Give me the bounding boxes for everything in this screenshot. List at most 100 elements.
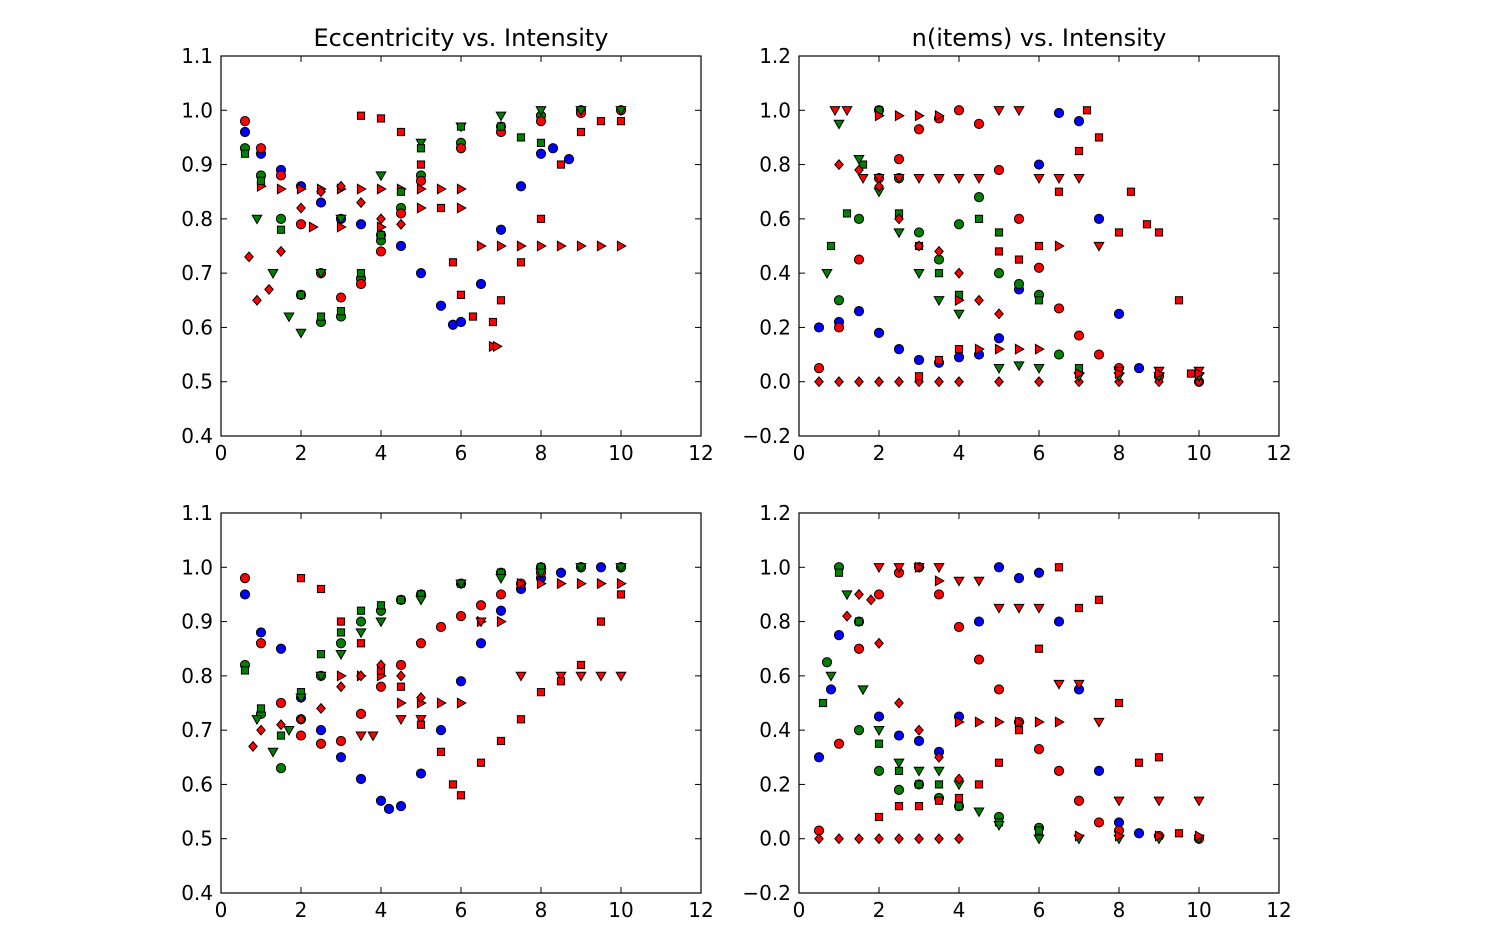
- scatter-point-triangle-down: [475, 617, 487, 628]
- scatter-point-triangle-down: [283, 726, 295, 736]
- scatter-point-circle: [993, 268, 1005, 279]
- scatter-point-circle: [395, 208, 407, 219]
- scatter-point-circle: [255, 638, 267, 649]
- scatter-point-circle: [825, 684, 837, 695]
- scatter-point-square: [934, 269, 944, 278]
- scatter-point-triangle-right: [396, 697, 407, 709]
- scatter-point-square: [826, 241, 836, 251]
- scatter-point-circle: [1093, 213, 1105, 224]
- scatter-point-triangle-down: [267, 269, 279, 279]
- x-tick-label: 6: [1033, 898, 1046, 922]
- scatter-point-square: [296, 574, 306, 583]
- scatter-point-triangle-right: [1194, 367, 1205, 380]
- scatter-point-circle: [315, 725, 327, 736]
- scatter-point-diamond: [854, 588, 864, 600]
- scatter-point-square: [874, 812, 884, 822]
- scatter-point-diamond: [894, 697, 904, 709]
- scatter-point-circle: [239, 126, 251, 138]
- scatter-point-circle: [833, 295, 845, 306]
- scatter-point-circle: [315, 738, 327, 749]
- y-tick-label: 0.0: [759, 827, 791, 851]
- scatter-point-circle: [993, 684, 1005, 695]
- scatter-point-square: [376, 114, 386, 123]
- scatter-point-circle: [315, 197, 327, 208]
- scatter-point-triangle-down: [575, 671, 587, 682]
- scatter-point-circle: [1133, 828, 1145, 839]
- scatter-point-triangle-down: [1073, 679, 1085, 690]
- scatter-point-square: [536, 214, 546, 223]
- scatter-point-circle: [813, 363, 825, 374]
- scatter-point-square: [496, 296, 506, 305]
- scatter-point-square: [1154, 228, 1164, 237]
- scatter-point-triangle-down: [993, 603, 1005, 614]
- y-tick-label: 0.4: [181, 424, 213, 448]
- scatter-point-circle: [873, 711, 885, 722]
- scatter-point-circle: [415, 638, 427, 649]
- scatter-point-diamond: [842, 610, 852, 622]
- scatter-point-circle: [953, 219, 965, 230]
- scatter-point-triangle-right: [492, 340, 503, 353]
- scatter-point-circle: [1073, 795, 1085, 806]
- scatter-point-circle: [355, 773, 367, 785]
- scatter-point-square: [914, 372, 924, 381]
- scatter-point-diamond: [914, 724, 924, 736]
- scatter-point-circle: [1053, 107, 1065, 119]
- scatter-point-circle: [813, 322, 825, 333]
- scatter-point-square: [416, 144, 426, 153]
- scatter-point-triangle-down: [821, 269, 833, 279]
- y-tick-label: 0.6: [759, 664, 791, 688]
- scatter-point-triangle-down: [953, 576, 965, 587]
- scatter-point-diamond: [376, 213, 386, 225]
- scatter-point-square: [316, 650, 326, 659]
- scatter-point-circle: [1033, 567, 1045, 578]
- scatter-point-triangle-right: [994, 343, 1005, 355]
- scatter-point-triangle-down: [873, 174, 885, 184]
- scatter-point-triangle-right: [616, 240, 627, 252]
- scatter-point-circle: [547, 143, 559, 154]
- scatter-point-square: [516, 715, 526, 724]
- scatter-point-circle: [833, 322, 845, 333]
- scatter-point-diamond: [954, 267, 964, 279]
- y-tick-label: 0.0: [759, 370, 791, 394]
- y-tick-label: 0.4: [181, 881, 213, 905]
- scatter-point-circle: [953, 621, 965, 633]
- scatter-point-circle: [873, 765, 885, 776]
- scatter-point-circle: [1093, 817, 1105, 828]
- scatter-point-triangle-right: [1194, 830, 1205, 842]
- scatter-point-diamond: [256, 724, 266, 736]
- scatter-point-triangle-right: [1074, 367, 1085, 380]
- scatter-point-triangle-down: [1013, 106, 1025, 117]
- scatter-point-diamond: [954, 833, 964, 845]
- scatter-point-circle: [821, 657, 833, 668]
- scatter-point-circle: [275, 643, 287, 654]
- scatter-point-circle: [375, 681, 387, 692]
- scatter-point-circle: [395, 240, 407, 252]
- scatter-point-triangle-right: [436, 697, 447, 709]
- scatter-point-diamond: [814, 833, 824, 845]
- scatter-point-square: [834, 568, 844, 577]
- scatter-point-triangle-right: [596, 577, 607, 590]
- scatter-point-diamond: [834, 833, 844, 845]
- y-tick-label: 0.8: [759, 153, 791, 177]
- scatter-point-circle: [973, 118, 985, 129]
- scatter-point-circle: [993, 333, 1005, 344]
- scatter-point-circle: [1073, 116, 1085, 127]
- scatter-point-square: [1094, 133, 1104, 142]
- scatter-point-diamond: [874, 833, 884, 845]
- scatter-point-triangle-down: [575, 563, 587, 574]
- scatter-point-square: [336, 628, 346, 637]
- scatter-point-diamond: [934, 833, 944, 845]
- scatter-point-diamond: [1034, 376, 1044, 388]
- scatter-point-diamond: [874, 180, 884, 192]
- scatter-point-square: [1094, 595, 1104, 604]
- scatter-point-square: [456, 791, 466, 800]
- scatter-point-square: [316, 312, 326, 321]
- scatter-point-square: [556, 160, 566, 169]
- scatter-point-circle: [395, 801, 407, 812]
- tick-labels: 0 2 4 6 8 10 12 0.4 0.5 0.6 0.7 0.8 0.9 1.0 1.1: [181, 501, 714, 922]
- x-tick-label: 10: [1186, 898, 1211, 922]
- scatter-point-triangle-down: [993, 106, 1005, 117]
- scatter-point-diamond: [934, 245, 944, 257]
- scatter-point-circle: [1073, 330, 1085, 341]
- scatter-point-diamond: [396, 670, 406, 682]
